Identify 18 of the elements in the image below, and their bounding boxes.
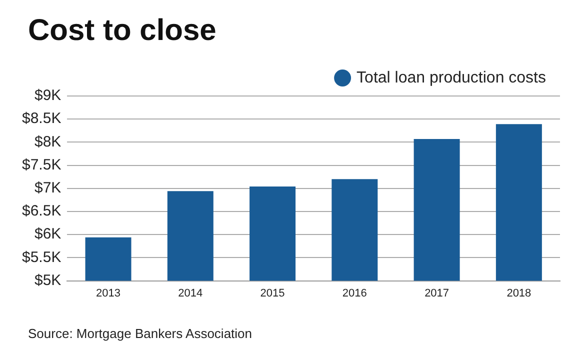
y-tick-label: $5.5K — [22, 248, 62, 266]
y-tick-label: $7.5K — [22, 156, 62, 174]
chart-title: Cost to close — [28, 14, 216, 48]
x-tick-label: 2017 — [424, 287, 450, 300]
y-tick-label: $6K — [34, 226, 62, 243]
source-note: Source: Mortgage Bankers Association — [28, 326, 252, 341]
x-tick-label: 2013 — [96, 287, 121, 300]
y-tick-label: $6.5K — [22, 202, 62, 220]
x-tick-label: 2018 — [506, 287, 532, 300]
y-tick-label: $9K — [34, 87, 62, 104]
x-tick-label: 2014 — [178, 287, 203, 300]
x-tick-label: 2015 — [260, 287, 285, 300]
y-tick-label: $7K — [34, 180, 62, 197]
legend-label: Total loan production costs — [356, 69, 546, 86]
y-tick-label: $8.5K — [22, 110, 62, 128]
y-tick-label: $5K — [34, 272, 62, 289]
x-tick-label: 2016 — [342, 287, 367, 300]
y-tick-label: $8K — [34, 133, 62, 150]
